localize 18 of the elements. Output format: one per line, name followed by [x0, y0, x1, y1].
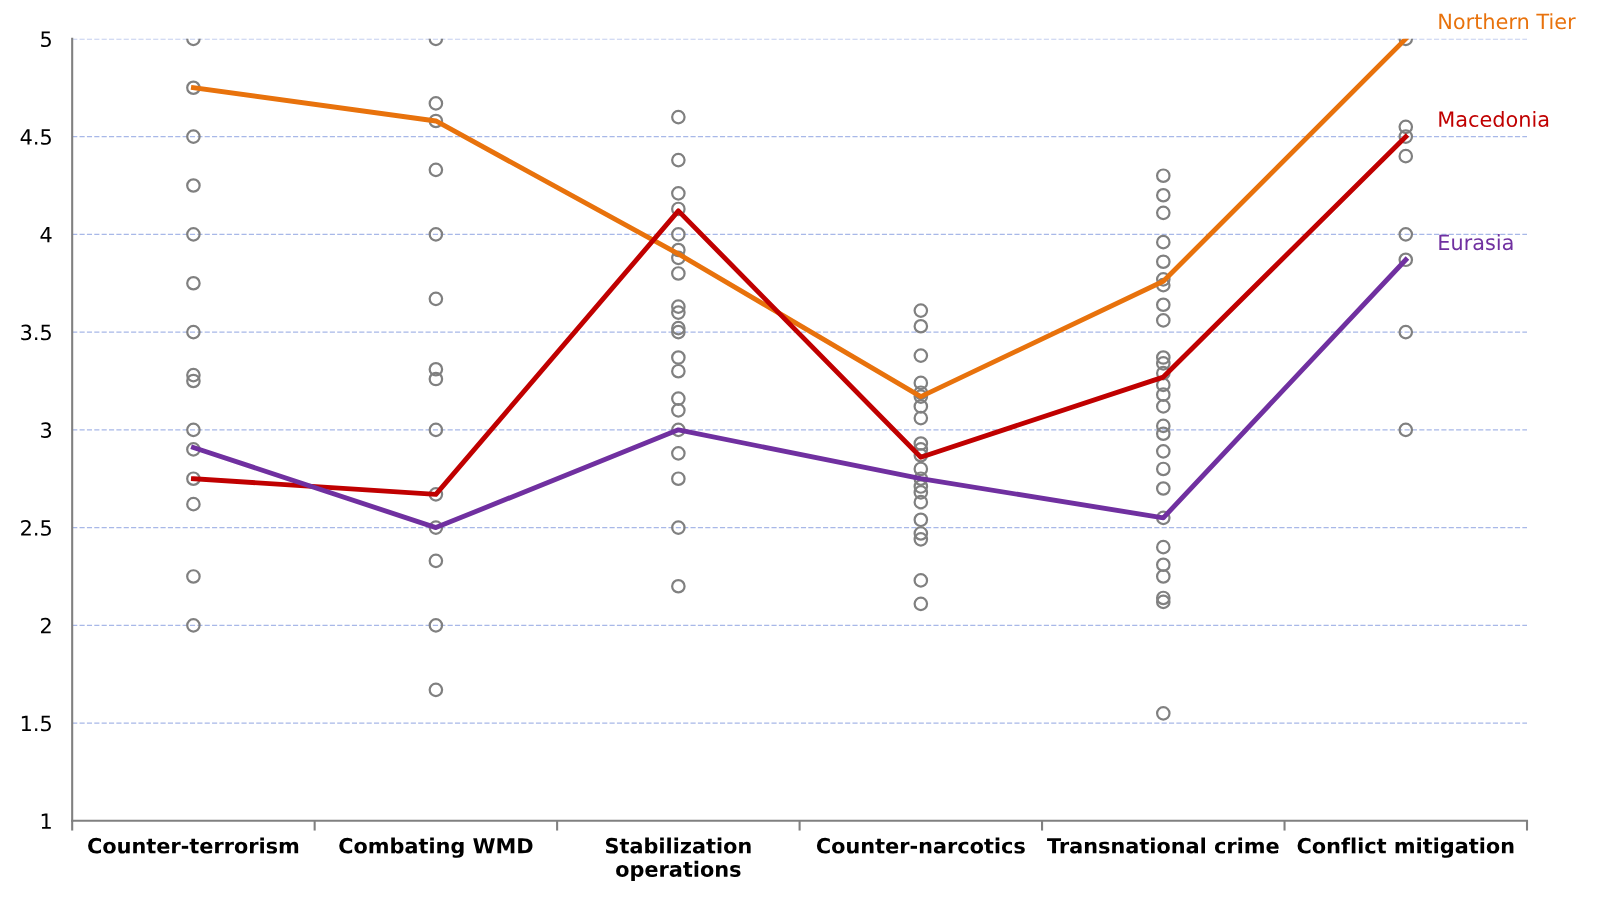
y-tick-label: 3: [41, 422, 52, 439]
y-tick-label: 1: [41, 813, 51, 829]
y-tick-label: 4: [40, 227, 52, 243]
y-tick-label: 2.5: [21, 520, 51, 536]
series-label: Eurasia: [1439, 234, 1513, 251]
y-tick-label: 1.5: [21, 715, 51, 732]
x-tick-label: Conflict mitigation: [1297, 837, 1514, 858]
series-label: Northern Tier: [1439, 13, 1576, 30]
y-tick-label: 3.5: [21, 324, 51, 341]
y-tick-label: 4.5: [20, 129, 51, 145]
x-tick-label: Counter-narcotics: [816, 837, 1025, 854]
y-tick-label: 5: [41, 31, 51, 48]
x-tick-label: Transnational crime: [1047, 837, 1279, 854]
x-tick-label: Stabilization operations: [605, 837, 751, 881]
y-tick-label: 2: [41, 617, 51, 634]
x-tick-label: Counter-terrorism: [88, 837, 299, 854]
x-tick-label: Combating WMD: [339, 837, 533, 858]
series-label: Macedonia: [1439, 110, 1549, 128]
